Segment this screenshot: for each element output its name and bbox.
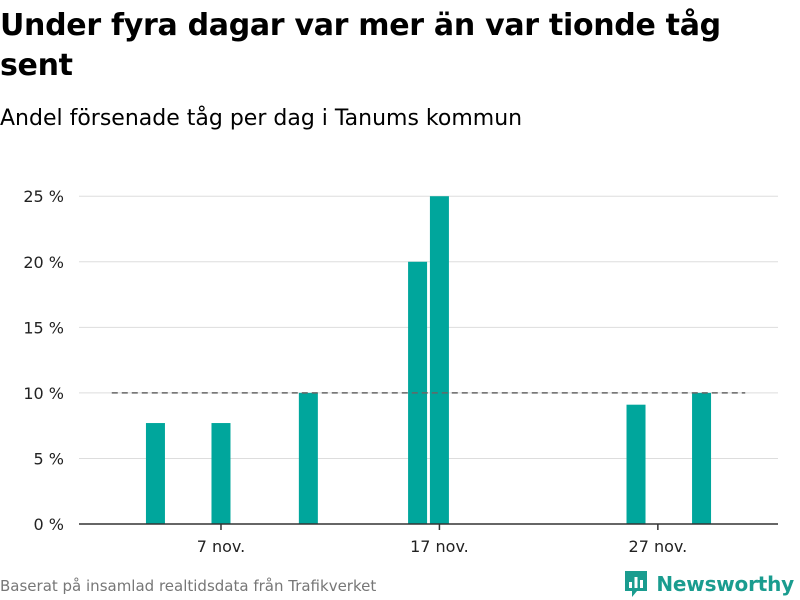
brand-name: Newsworthy xyxy=(656,572,794,596)
bar xyxy=(429,196,449,524)
newsworthy-logo: Newsworthy xyxy=(623,568,794,600)
x-tick-label: 27 nov. xyxy=(629,537,688,556)
bar xyxy=(211,423,231,524)
source-note: Baserat på insamlad realtidsdata från Tr… xyxy=(0,577,377,595)
newsworthy-chart-icon xyxy=(625,571,648,597)
bar-chart: 0 % 5 % 10 % 15 % 20 % 25 % 7 nov. 17 nov. 27 no… xyxy=(23,187,778,556)
y-tick-label: 5 % xyxy=(34,449,64,468)
y-tick-label: 15 % xyxy=(23,318,64,337)
chart-subtitle: Andel försenade tåg per dag i Tanums kom… xyxy=(0,106,523,131)
bar xyxy=(145,423,165,524)
y-tick-label: 0 % xyxy=(34,515,64,534)
y-tick-label: 25 % xyxy=(23,187,64,206)
bar xyxy=(298,392,318,524)
bar xyxy=(626,404,646,524)
chart-title: Under fyra dagar var mer än var tionde t… xyxy=(0,8,721,83)
y-tick-label: 10 % xyxy=(23,384,64,403)
y-tick-label: 20 % xyxy=(23,253,64,272)
x-tick-label: 17 nov. xyxy=(410,537,469,556)
x-tick-label: 7 nov. xyxy=(197,537,246,556)
bar xyxy=(692,392,712,524)
